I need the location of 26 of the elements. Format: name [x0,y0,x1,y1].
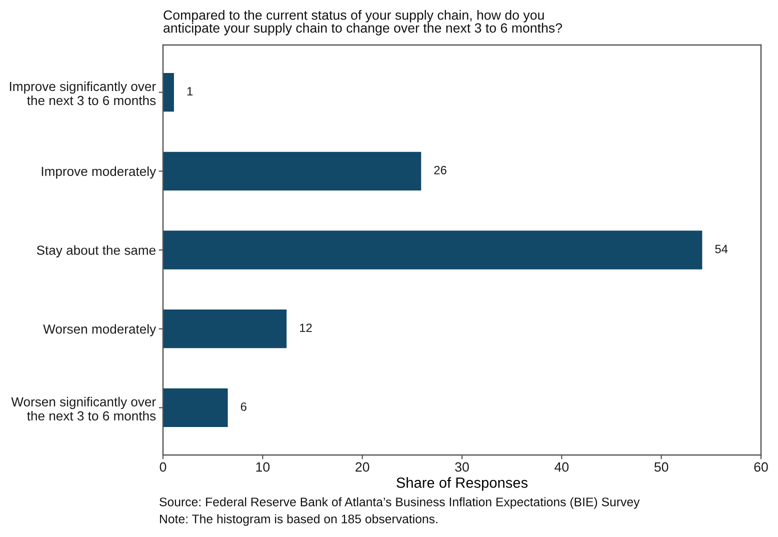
x-tick-label: 60 [754,462,768,472]
data-label: 54 [715,244,728,254]
y-tick-label: Stay about the same [36,245,156,258]
bar [163,310,287,348]
data-label: 12 [300,324,312,332]
data-label: 1 [187,87,193,96]
x-tick-label: 10 [256,462,270,472]
bar [163,72,174,112]
bar [163,152,422,190]
x-tick-label: 20 [356,462,370,472]
x-axis-title: Share of Responses [396,477,528,491]
text: Note: The histogram is based on 185 observations. [160,514,438,526]
y-tick-label: Worsen moderately [43,324,156,336]
source-note: Source: Federal Reserve Bank of Atlanta’s Business Inflation Expectations (BIE) Survey [160,497,640,509]
chart-title: Compared to the current status of your supply chain, how do you anticipate your supply chain to change over the next 3 to 6 months? [164,10,562,36]
bar [163,230,702,270]
data-label: 6 [240,402,246,411]
y-tick-label: Worsen significantly over the next 3 to 6 months [11,396,156,421]
data-label: 26 [434,166,446,174]
x-tick-label: 50 [654,462,668,472]
bar [163,388,228,428]
x-tick-label: 40 [554,462,569,472]
y-tick-label: Improve moderately [42,166,156,179]
x-tick-label: 0 [160,462,166,472]
x-tick-label: 30 [455,462,469,472]
y-tick-label: Improve significantly over the next 3 to 6 months [10,81,156,106]
